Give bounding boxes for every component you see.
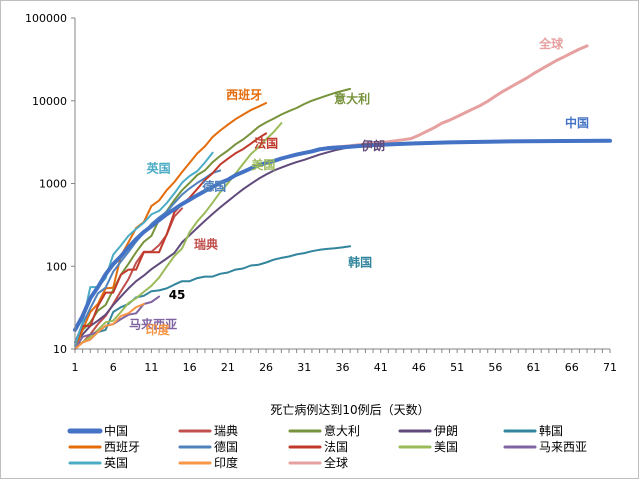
- legend-label: 西班牙: [104, 440, 140, 454]
- x-tick-label: 11: [144, 361, 158, 374]
- series-line-4: [74, 245, 352, 347]
- legend-label: 伊朗: [434, 424, 458, 438]
- legend-label: 德国: [214, 439, 238, 454]
- x-tick-label: 6: [110, 361, 117, 374]
- legend-label: 英国: [104, 456, 128, 470]
- series-label: 瑞典: [194, 236, 218, 251]
- x-tick-label: 71: [603, 361, 617, 374]
- series-line-3: [74, 141, 375, 344]
- series-line-5: [74, 102, 268, 350]
- x-tick-label: 51: [450, 361, 464, 374]
- legend-label: 韩国: [539, 423, 563, 438]
- series-line-7: [74, 132, 268, 347]
- x-tick-label: 56: [488, 361, 502, 374]
- x-tick-label: 41: [374, 361, 388, 374]
- series-line-11: [74, 303, 145, 350]
- series-line-2: [74, 87, 352, 344]
- series-label: 法国: [254, 135, 278, 150]
- legend-label: 全球: [324, 455, 348, 470]
- legend-label: 法国: [324, 440, 348, 454]
- legend-label: 印度: [214, 455, 238, 470]
- x-tick-label: 46: [412, 361, 426, 374]
- legend-label: 美国: [434, 440, 458, 454]
- legend-label: 中国: [104, 423, 128, 438]
- series-label: 全球: [538, 36, 564, 51]
- y-tick-label: 100000: [25, 12, 67, 25]
- series-line-0: [73, 138, 612, 332]
- y-tick-label: 1000: [39, 178, 67, 191]
- series-label: 伊朗: [360, 138, 385, 153]
- series-label: 中国: [565, 115, 589, 130]
- legend-label: 意大利: [324, 423, 360, 438]
- series-label: 英国: [147, 161, 171, 176]
- series-label: 西班牙: [226, 87, 262, 102]
- x-axis-title: 死亡病例达到10例后（天数）: [270, 402, 429, 417]
- legend-label: 马来西亚: [539, 440, 587, 454]
- series-line-9: [74, 295, 161, 350]
- x-tick-label: 61: [527, 361, 541, 374]
- series-label: 韩国: [348, 254, 372, 269]
- series-label: 美国: [251, 157, 275, 172]
- annotation-label: 45: [169, 288, 186, 302]
- y-tick-label: 10000: [32, 95, 67, 108]
- series-label: 德国: [202, 179, 226, 194]
- x-tick-label: 66: [565, 361, 579, 374]
- legend-label: 瑞典: [214, 424, 238, 438]
- series-layer: [73, 44, 612, 350]
- x-tick-label: 36: [336, 361, 350, 374]
- series-label: 印度: [146, 322, 171, 337]
- series-label: 意大利: [334, 91, 370, 106]
- x-tick-label: 26: [259, 361, 273, 374]
- x-tick-label: 31: [297, 361, 311, 374]
- x-tick-label: 21: [221, 361, 235, 374]
- series-line-12: [73, 44, 589, 332]
- y-tick-label: 10: [53, 343, 67, 356]
- x-tick-label: 16: [183, 361, 197, 374]
- series-label: 马来西亚: [129, 317, 177, 332]
- x-tick-label: 1: [72, 361, 79, 374]
- y-tick-label: 100: [46, 260, 67, 273]
- series-line-8: [74, 122, 283, 347]
